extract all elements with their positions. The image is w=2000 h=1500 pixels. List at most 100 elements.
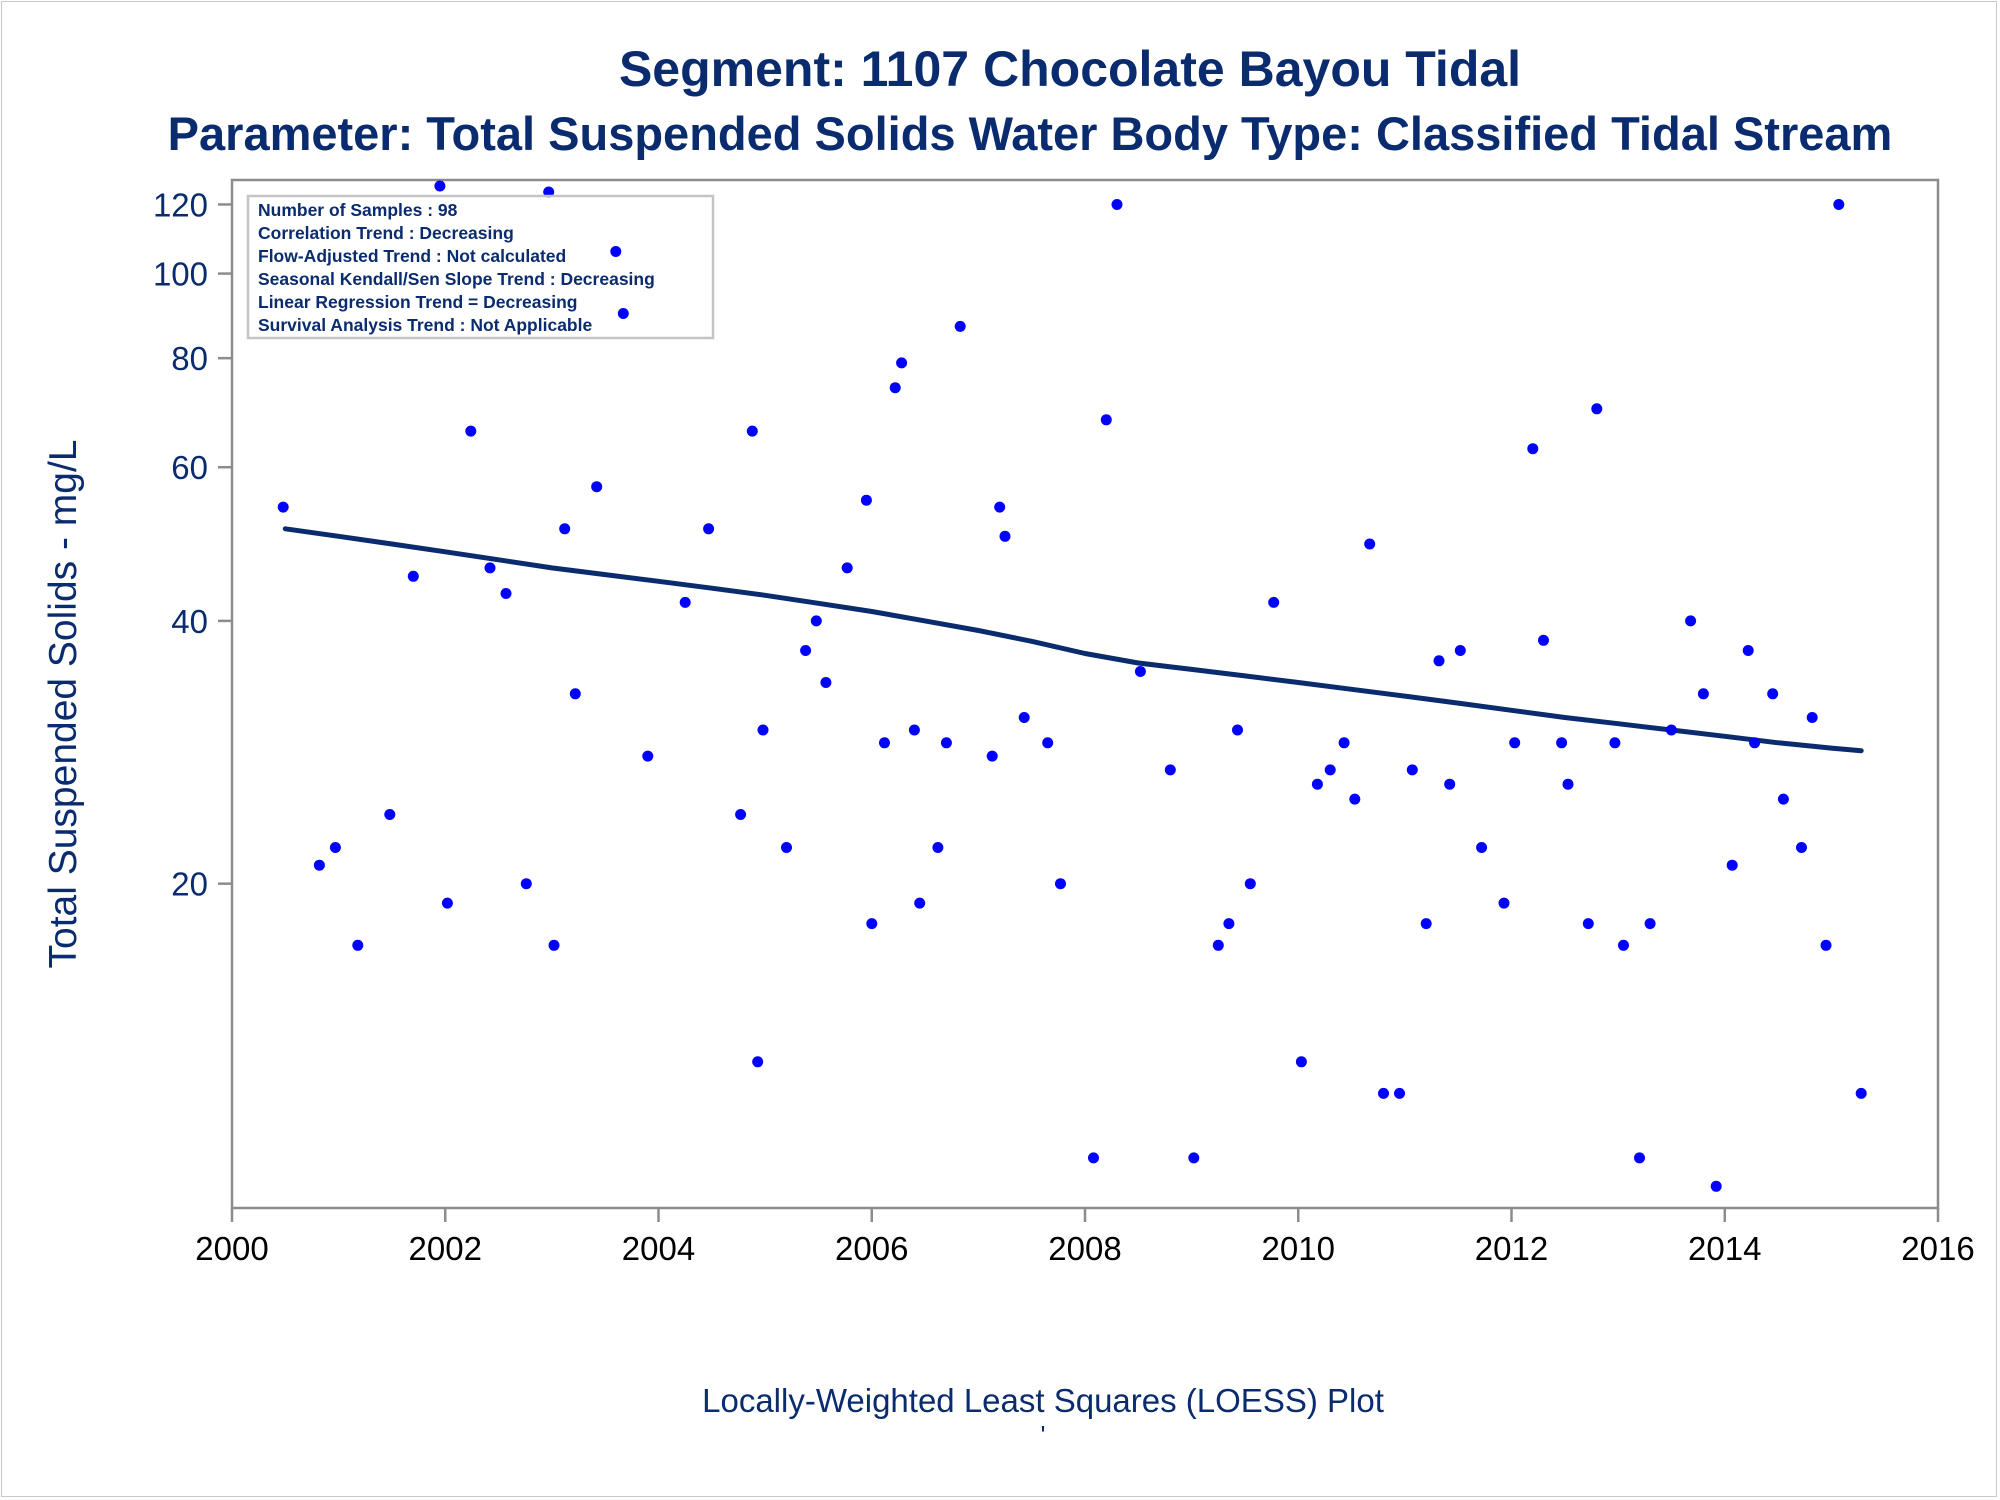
data-point bbox=[1164, 764, 1176, 776]
data-point bbox=[1311, 778, 1323, 790]
data-point bbox=[1111, 199, 1123, 210]
data-point bbox=[1232, 724, 1243, 736]
data-point bbox=[1338, 737, 1350, 749]
data-point bbox=[994, 501, 1006, 513]
data-point bbox=[1796, 842, 1807, 853]
data-point bbox=[908, 724, 920, 736]
data-point bbox=[914, 897, 926, 909]
data-point bbox=[441, 897, 453, 909]
y-tick-label: 60 bbox=[171, 449, 208, 486]
x-tick-label: 2006 bbox=[835, 1230, 908, 1267]
annotation-line: Seasonal Kendall/Sen Slope Trend : Decre… bbox=[258, 269, 655, 289]
data-point bbox=[548, 939, 560, 951]
annotation-line: Linear Regression Trend = Decreasing bbox=[258, 292, 578, 312]
data-point bbox=[1018, 712, 1030, 723]
data-point bbox=[384, 809, 396, 820]
annotation-line: Number of Samples : 98 bbox=[258, 200, 458, 220]
data-point bbox=[1498, 897, 1510, 909]
data-point bbox=[352, 939, 364, 951]
y-tick-label: 120 bbox=[153, 186, 208, 223]
data-point bbox=[591, 481, 603, 493]
data-point bbox=[1476, 842, 1488, 853]
x-tick-label: 2014 bbox=[1688, 1230, 1761, 1267]
data-point bbox=[1324, 764, 1336, 776]
data-point bbox=[781, 842, 792, 853]
data-point bbox=[703, 523, 715, 535]
data-point bbox=[1556, 737, 1568, 749]
data-point bbox=[1685, 615, 1697, 627]
data-point bbox=[1509, 737, 1521, 749]
data-point bbox=[642, 750, 654, 762]
data-point bbox=[1134, 666, 1146, 677]
data-point bbox=[1618, 939, 1629, 951]
annotation-box bbox=[246, 194, 715, 340]
data-point bbox=[1726, 859, 1738, 871]
y-axis-label: Total Suspended Solids - mg/L bbox=[42, 440, 85, 969]
data-point bbox=[1244, 878, 1256, 890]
annotation-line: Flow-Adjusted Trend : Not calculated bbox=[258, 246, 566, 266]
data-point bbox=[484, 562, 496, 574]
data-point bbox=[1644, 918, 1656, 930]
data-point bbox=[1100, 414, 1112, 426]
data-point bbox=[1609, 737, 1621, 749]
data-point bbox=[1767, 688, 1779, 700]
annotation-line: Survival Analysis Trend : Not Applicable bbox=[258, 315, 592, 335]
data-point bbox=[1349, 793, 1361, 805]
data-point bbox=[520, 878, 532, 890]
chart-title: Segment: 1107 Chocolate Bayou Tidal bbox=[618, 41, 1522, 97]
data-point bbox=[940, 737, 952, 749]
data-point bbox=[1394, 1087, 1405, 1099]
data-point bbox=[1212, 939, 1224, 951]
data-point bbox=[889, 382, 901, 394]
data-point bbox=[746, 425, 758, 437]
data-point bbox=[866, 918, 878, 930]
data-point bbox=[1697, 688, 1709, 700]
data-point bbox=[1088, 1152, 1099, 1164]
data-point bbox=[954, 320, 966, 332]
data-point bbox=[1223, 918, 1235, 930]
data-point bbox=[610, 246, 622, 257]
data-point bbox=[1710, 1180, 1722, 1192]
data-point bbox=[757, 724, 769, 736]
data-point bbox=[1562, 778, 1574, 790]
x-tick-label: 2016 bbox=[1901, 1230, 1974, 1267]
data-point bbox=[679, 596, 691, 608]
data-point bbox=[434, 180, 446, 192]
data-point bbox=[1742, 645, 1754, 656]
data-point bbox=[1406, 764, 1418, 776]
data-point bbox=[465, 425, 477, 437]
data-point bbox=[1582, 918, 1594, 930]
data-point bbox=[1433, 655, 1445, 667]
data-point bbox=[735, 809, 747, 820]
data-point bbox=[1378, 1087, 1389, 1099]
x-tick-label: 2008 bbox=[1048, 1230, 1121, 1267]
chart-subtitle: Parameter: Total Suspended Solids Water … bbox=[167, 107, 1893, 160]
data-point bbox=[1820, 939, 1832, 951]
data-point bbox=[896, 357, 908, 369]
y-tick-label: 80 bbox=[171, 340, 208, 377]
loess-trend-line bbox=[282, 526, 1864, 754]
data-point bbox=[1055, 878, 1066, 890]
data-point bbox=[277, 501, 289, 513]
data-point bbox=[1777, 793, 1789, 805]
data-point bbox=[932, 842, 944, 853]
data-point bbox=[569, 688, 581, 700]
data-point bbox=[986, 750, 998, 762]
data-point bbox=[500, 588, 512, 599]
data-point bbox=[1295, 1056, 1307, 1068]
data-point bbox=[841, 562, 853, 574]
data-point bbox=[820, 677, 832, 688]
y-tick-label: 20 bbox=[171, 866, 208, 903]
data-point bbox=[1806, 712, 1818, 723]
x-tick-label: 2000 bbox=[195, 1230, 268, 1267]
y-tick-label: 100 bbox=[153, 256, 208, 293]
data-point bbox=[860, 494, 872, 506]
data-point bbox=[810, 615, 822, 627]
data-point bbox=[407, 570, 419, 582]
data-point bbox=[1042, 737, 1054, 749]
data-point bbox=[1454, 645, 1466, 656]
x-tick-label: 2002 bbox=[409, 1230, 482, 1267]
data-point bbox=[879, 737, 890, 749]
